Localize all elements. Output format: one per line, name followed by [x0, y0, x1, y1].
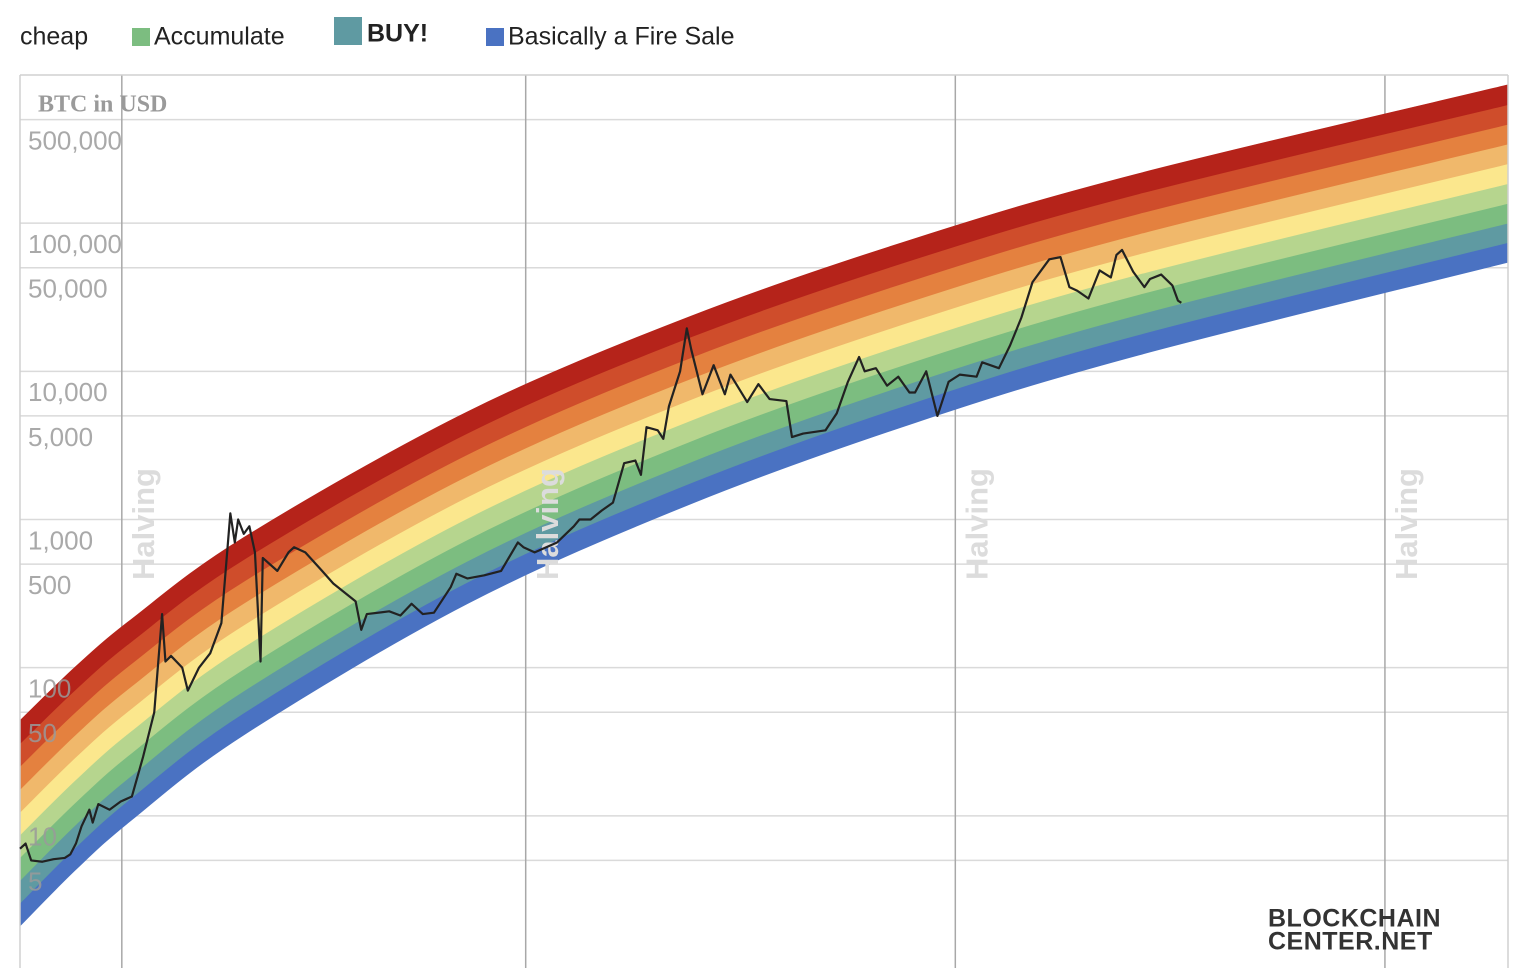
legend-label: cheap: [20, 23, 88, 51]
y-tick-label: 5: [28, 866, 42, 896]
legend-label: Basically a Fire Sale: [508, 23, 734, 51]
y-tick-label: 100: [28, 674, 71, 704]
annotations: Halving Halving Halving Halving: [126, 468, 1424, 580]
halving-label: Halving: [1389, 468, 1424, 580]
y-tick-label: 500: [28, 570, 71, 600]
logo: BLOCKCHAIN CENTER.NET: [1268, 905, 1441, 956]
y-axis-title: BTC in USD: [38, 92, 167, 118]
y-tick-label: 50: [28, 718, 57, 748]
logo-line: BLOCKCHAIN: [1268, 905, 1441, 933]
halving-label: Halving: [960, 468, 995, 580]
halving-label: Halving: [126, 468, 161, 580]
halving-label: Halving: [530, 468, 565, 580]
legend-label: Accumulate: [154, 23, 285, 51]
rainbow-bands: [19, 84, 1509, 927]
legend-swatch: [0, 28, 16, 46]
y-tick-label: 10: [28, 822, 57, 852]
price-line: [19, 248, 1182, 863]
y-tick-label: 50,000: [28, 274, 108, 304]
price-line: [19, 248, 1182, 863]
y-tick-label: 10,000: [28, 377, 108, 407]
y-axis: 5 10 50 100 500 1,000 5,000 10,000 50,000 100,000…: [28, 125, 122, 896]
legend: cheap Accumulate BUY! Basically a Fire Sale: [0, 17, 734, 51]
logo-line: CENTER.NET: [1268, 928, 1433, 956]
y-tick-label: 5,000: [28, 422, 93, 452]
plot-frame: [19, 74, 1509, 968]
legend-swatch: [334, 17, 362, 45]
legend-swatch: [486, 28, 504, 46]
legend-label: BUY!: [367, 20, 428, 48]
legend-swatch: [132, 28, 150, 46]
y-tick-label: 1,000: [28, 525, 93, 555]
y-tick-label: 100,000: [28, 229, 122, 259]
y-tick-label: 500,000: [28, 125, 122, 155]
